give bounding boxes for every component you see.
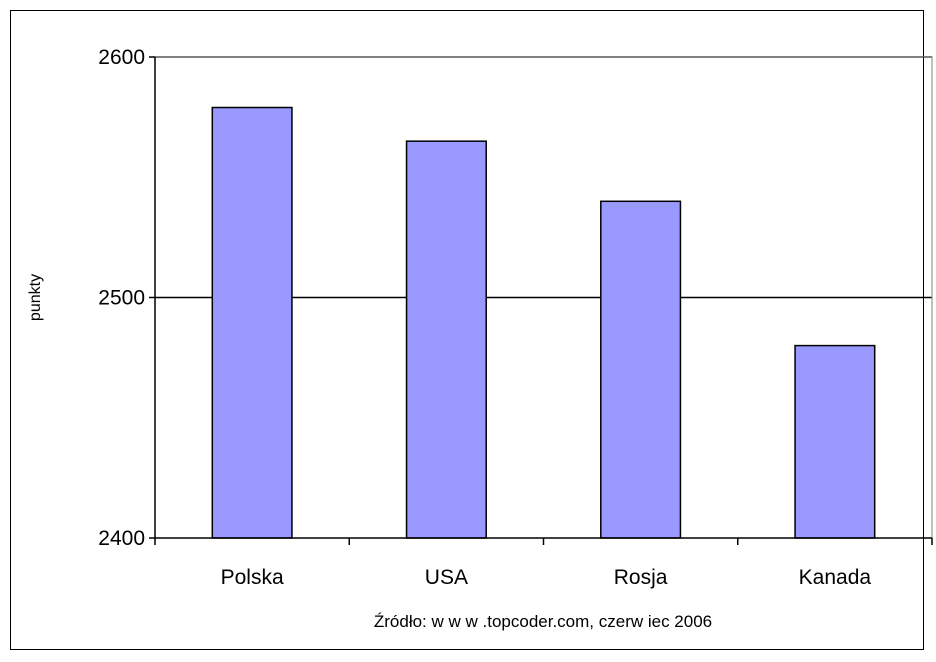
bar-polska xyxy=(211,106,293,539)
x-tick-label-kanada: Kanada xyxy=(799,566,872,589)
x-tick-label-usa: USA xyxy=(425,566,468,589)
source-note: Źródło: w w w .topcoder.com, czerw iec 2… xyxy=(374,612,712,631)
x-tick-label-rosja: Rosja xyxy=(614,566,668,589)
y-tick-label-2600: 2600 xyxy=(98,46,145,69)
axes xyxy=(149,56,933,545)
bar-usa xyxy=(405,140,487,539)
bar-rosja xyxy=(600,200,682,539)
bars xyxy=(211,106,876,539)
y-tick-label-2400: 2400 xyxy=(98,527,145,550)
x-tick-label-polska: Polska xyxy=(221,566,284,589)
y-tick-labels: 2400 2500 2600 xyxy=(98,46,145,550)
y-axis-label: punkty xyxy=(27,274,44,321)
bar-kanada xyxy=(794,344,876,539)
x-tick-labels: Polska USA Rosja Kanada xyxy=(221,566,872,589)
y-tick-label-2500: 2500 xyxy=(98,287,145,310)
